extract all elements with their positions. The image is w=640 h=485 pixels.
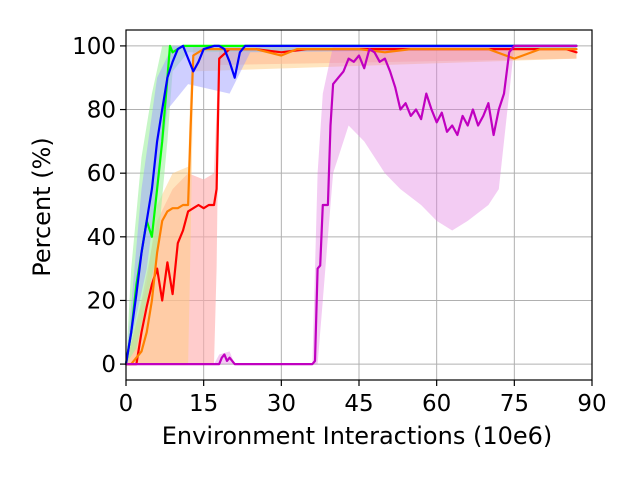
series-band-4	[126, 45, 577, 365]
series-line-5	[124, 44, 578, 366]
x-tick-label: 45	[344, 391, 373, 417]
series-line-4	[124, 44, 578, 366]
y-tick-label: 20	[87, 288, 116, 314]
confidence-bands	[126, 45, 577, 365]
x-tick-label: 15	[189, 391, 218, 417]
x-tick-label: 30	[267, 391, 296, 417]
axis-ticks: 0 15 30 45 60 75 90 0 20 40 60 80 100	[72, 34, 607, 417]
series-lines	[124, 44, 578, 366]
x-axis-title: Environment Interactions (10e6)	[162, 422, 553, 450]
x-tick-label: 0	[119, 391, 134, 417]
y-tick-label: 0	[101, 352, 116, 378]
series-line-2	[124, 48, 578, 366]
x-tick-label: 90	[577, 391, 606, 417]
y-axis-title: Percent (%)	[28, 137, 56, 276]
y-tick-label: 100	[72, 34, 116, 60]
series-band-2	[126, 45, 577, 365]
y-tick-label: 60	[87, 161, 116, 187]
y-tick-label: 80	[87, 98, 116, 124]
series-band-5	[126, 45, 577, 365]
y-tick-label: 40	[87, 225, 116, 251]
x-tick-label: 75	[500, 391, 529, 417]
x-tick-label: 60	[422, 391, 451, 417]
